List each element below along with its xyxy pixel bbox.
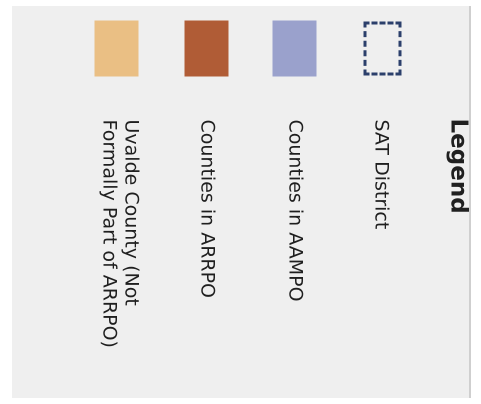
- legend-title: Legend: [445, 118, 471, 214]
- legend-item-label: Counties in ARRPO: [196, 119, 218, 298]
- legend-panel: Legend SAT District Counties in AAMPO Co…: [21, 0, 478, 375]
- arrpo-swatch: [184, 20, 228, 76]
- aampo-swatch: [272, 20, 316, 76]
- legend-item-label: Uvalde County (Not Formally Part of ARRP…: [98, 119, 142, 348]
- legend-item-label: Counties in AAMPO: [284, 119, 306, 302]
- legend-frame: Legend SAT District Counties in AAMPO Co…: [12, 6, 471, 398]
- uvalde-swatch: [94, 20, 138, 76]
- legend-item-label: SAT District: [370, 119, 392, 229]
- sat-district-swatch: [363, 21, 401, 75]
